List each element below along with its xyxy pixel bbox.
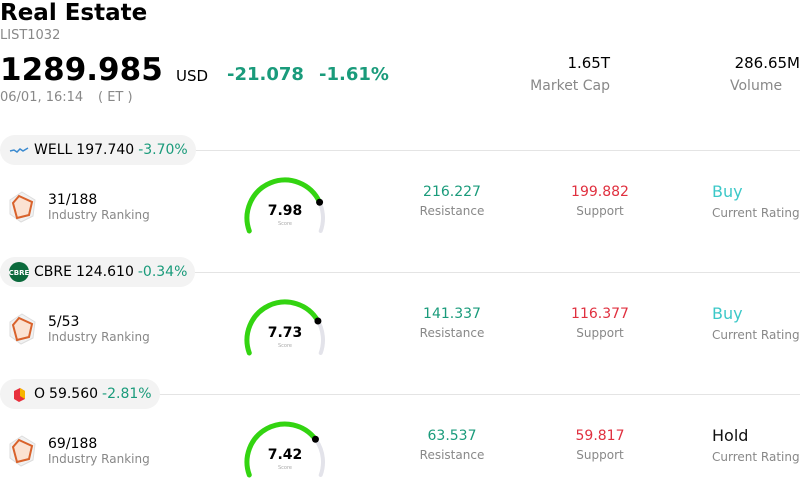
resistance: 63.537 — [427, 428, 477, 444]
timezone: ( ET ) — [98, 90, 133, 105]
rating: Buy — [712, 182, 743, 201]
gauge-fill — [244, 421, 318, 478]
ticker: WELL — [34, 142, 73, 158]
support-label: Support — [576, 448, 624, 462]
score: 7.98 — [268, 203, 303, 219]
gauge-dot — [316, 198, 324, 206]
gauge-dot — [314, 317, 322, 325]
ranking-icon — [9, 191, 36, 223]
ranking-label: Industry Ranking — [48, 330, 150, 344]
ranking-icon — [9, 435, 36, 467]
change: -2.81% — [102, 386, 152, 402]
stock-tag[interactable]: O 59.560 -2.81% — [0, 379, 160, 409]
rating-label: Current Rating — [712, 206, 800, 220]
resistance: 216.227 — [423, 184, 481, 200]
gauge-dot — [311, 435, 319, 443]
gauge-fill — [244, 299, 321, 356]
ranking: 5/53 — [48, 314, 80, 330]
support-label: Support — [576, 326, 624, 340]
stat-label: Volume — [730, 78, 783, 94]
title: Real Estate — [0, 0, 148, 26]
score-label: Score — [278, 343, 292, 349]
currency: USD — [176, 67, 209, 85]
score: 7.42 — [268, 447, 303, 463]
score-label: Score — [278, 221, 292, 227]
stat-label: Market Cap — [530, 78, 610, 94]
divider — [0, 394, 800, 395]
score-gauge: 7.42 Score — [244, 421, 325, 478]
gauge-fill — [244, 177, 323, 234]
ranking-label: Industry Ranking — [48, 208, 150, 222]
logo: CBRE — [9, 262, 30, 282]
rating-label: Current Rating — [712, 328, 800, 342]
ranking: 69/188 — [48, 436, 98, 452]
price: 1289.985 — [0, 52, 163, 88]
score-label: Score — [278, 465, 292, 471]
ranking-label: Industry Ranking — [48, 452, 150, 466]
rating: Buy — [712, 304, 743, 323]
score: 7.73 — [268, 325, 303, 341]
support: 199.882 — [571, 184, 629, 200]
ranking: 31/188 — [48, 192, 98, 208]
change: -3.70% — [138, 142, 188, 158]
stat-value: 1.65T — [567, 54, 610, 72]
support-label: Support — [576, 204, 624, 218]
change: -0.34% — [137, 264, 188, 280]
resistance-label: Resistance — [419, 204, 485, 218]
code: LIST1032 — [0, 28, 61, 43]
stock-tag[interactable]: CBRE CBRE 124.610 -0.34% — [0, 257, 196, 287]
price: 197.740 — [76, 142, 135, 158]
logo — [9, 147, 29, 153]
score-gauge: 7.73 Score — [244, 299, 325, 356]
ticker: O — [34, 386, 46, 402]
support: 116.377 — [571, 306, 629, 322]
score-gauge: 7.98 Score — [244, 177, 325, 234]
change-pct: -1.61% — [319, 64, 389, 85]
rating-label: Current Rating — [712, 450, 800, 464]
ranking-icon — [9, 313, 36, 345]
divider — [0, 150, 800, 151]
stock-tag[interactable]: WELL 197.740 -3.70% — [0, 135, 196, 165]
price: 124.610 — [75, 264, 134, 280]
resistance-label: Resistance — [419, 448, 485, 462]
divider — [0, 272, 800, 273]
ticker: CBRE — [34, 264, 72, 280]
logo — [14, 388, 25, 402]
change: -21.078 — [227, 64, 304, 85]
time: 06/01, 16:14 — [0, 90, 84, 105]
resistance: 141.337 — [423, 306, 481, 322]
stat-value: 286.65M — [734, 54, 800, 72]
price: 59.560 — [49, 386, 99, 402]
support: 59.817 — [575, 428, 625, 444]
svg-text:CBRE: CBRE — [9, 269, 30, 277]
resistance-label: Resistance — [419, 326, 485, 340]
rating: Hold — [712, 426, 749, 445]
